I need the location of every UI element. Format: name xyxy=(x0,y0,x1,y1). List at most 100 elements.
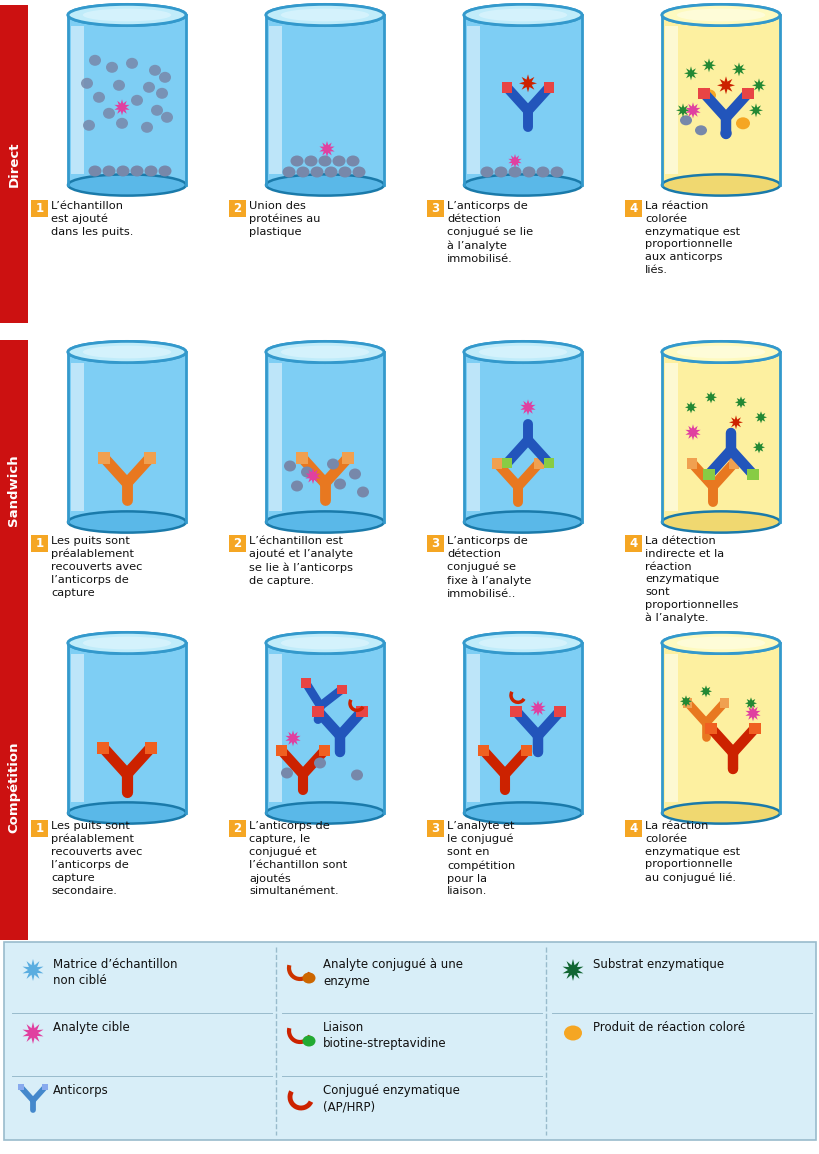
Bar xyxy=(703,469,713,480)
Ellipse shape xyxy=(81,77,93,89)
Ellipse shape xyxy=(68,511,186,533)
Ellipse shape xyxy=(290,156,303,166)
Polygon shape xyxy=(319,141,334,157)
Bar xyxy=(31,820,48,837)
Ellipse shape xyxy=(478,346,567,359)
Ellipse shape xyxy=(144,165,157,177)
Ellipse shape xyxy=(701,89,715,102)
Text: Sandwich: Sandwich xyxy=(7,455,20,526)
Text: Anticorps: Anticorps xyxy=(53,1084,109,1097)
Ellipse shape xyxy=(83,637,171,650)
Polygon shape xyxy=(744,697,756,710)
Text: 4: 4 xyxy=(629,202,637,215)
Ellipse shape xyxy=(68,802,186,824)
Ellipse shape xyxy=(661,632,779,653)
Ellipse shape xyxy=(130,165,143,177)
Bar xyxy=(554,705,565,717)
Polygon shape xyxy=(22,959,43,981)
Text: 4: 4 xyxy=(629,822,637,835)
Bar xyxy=(509,705,521,717)
Polygon shape xyxy=(731,62,745,76)
Polygon shape xyxy=(701,59,715,73)
Bar xyxy=(749,722,760,734)
Text: L’anticorps de
détection
conjugué se
fixe à l’analyte
immobilisé..: L’anticorps de détection conjugué se fix… xyxy=(446,535,531,599)
Ellipse shape xyxy=(464,342,581,362)
Ellipse shape xyxy=(536,166,549,178)
Ellipse shape xyxy=(661,342,779,362)
Text: L’échantillon est
ajouté et l’analyte
se lie à l’anticorps
de capture.: L’échantillon est ajouté et l’analyte se… xyxy=(249,535,352,586)
Polygon shape xyxy=(685,425,699,441)
Bar xyxy=(4,942,815,1140)
Bar xyxy=(229,535,246,552)
Polygon shape xyxy=(675,104,689,118)
Bar xyxy=(427,535,443,552)
Ellipse shape xyxy=(735,118,749,129)
Bar xyxy=(71,362,84,511)
Bar xyxy=(68,352,186,522)
Bar xyxy=(741,88,753,99)
Bar xyxy=(0,340,28,640)
Text: Compétition: Compétition xyxy=(7,742,20,833)
Text: Analyte cible: Analyte cible xyxy=(53,1021,129,1034)
Bar xyxy=(624,200,641,217)
Ellipse shape xyxy=(550,166,563,178)
Ellipse shape xyxy=(563,1026,581,1041)
Bar xyxy=(477,745,489,756)
Bar xyxy=(356,705,367,717)
Ellipse shape xyxy=(661,632,779,653)
Bar xyxy=(0,635,28,941)
Ellipse shape xyxy=(356,487,369,497)
Bar xyxy=(427,200,443,217)
Polygon shape xyxy=(679,696,691,707)
Bar xyxy=(624,820,641,837)
Bar xyxy=(664,653,677,802)
Ellipse shape xyxy=(89,54,101,66)
Bar xyxy=(229,820,246,837)
Bar xyxy=(719,698,728,707)
Bar xyxy=(664,362,677,511)
Ellipse shape xyxy=(661,5,779,25)
Ellipse shape xyxy=(464,174,581,196)
Polygon shape xyxy=(562,959,583,981)
Text: L’anticorps de
détection
conjugué se lie
à l’analyte
immobilisé.: L’anticorps de détection conjugué se lie… xyxy=(446,201,532,263)
Bar xyxy=(42,1084,48,1091)
Polygon shape xyxy=(754,411,766,424)
Bar xyxy=(464,352,581,522)
Bar xyxy=(491,458,502,469)
Ellipse shape xyxy=(113,80,124,91)
Polygon shape xyxy=(716,76,734,95)
Ellipse shape xyxy=(478,8,567,22)
Bar xyxy=(31,535,48,552)
Text: 1: 1 xyxy=(35,202,43,215)
Ellipse shape xyxy=(156,88,168,99)
Bar xyxy=(31,200,48,217)
Ellipse shape xyxy=(676,8,764,22)
Ellipse shape xyxy=(478,637,567,650)
Ellipse shape xyxy=(283,166,295,178)
Text: 3: 3 xyxy=(431,822,439,835)
Text: L’analyte et
le conjugué
sont en
compétition
pour la
liaison.: L’analyte et le conjugué sont en compéti… xyxy=(446,820,514,897)
Ellipse shape xyxy=(265,5,383,25)
Polygon shape xyxy=(751,78,765,92)
Ellipse shape xyxy=(83,637,171,650)
Bar xyxy=(664,25,677,174)
Ellipse shape xyxy=(151,105,163,115)
Bar xyxy=(312,705,324,717)
Bar xyxy=(269,25,282,174)
Text: 2: 2 xyxy=(233,202,242,215)
Ellipse shape xyxy=(494,166,507,178)
Ellipse shape xyxy=(661,174,779,196)
Polygon shape xyxy=(285,730,301,747)
Bar xyxy=(71,653,84,802)
Ellipse shape xyxy=(83,346,171,359)
Polygon shape xyxy=(508,153,521,168)
Ellipse shape xyxy=(464,511,581,533)
Ellipse shape xyxy=(280,346,369,359)
Text: La détection
indirecte et la
réaction
enzymatique
sont
proportionnelles
à l’anal: La détection indirecte et la réaction en… xyxy=(645,535,737,623)
Ellipse shape xyxy=(661,342,779,362)
Bar xyxy=(97,742,110,754)
Bar xyxy=(624,535,641,552)
Polygon shape xyxy=(530,700,545,717)
Bar xyxy=(144,742,156,754)
Bar xyxy=(68,643,186,814)
